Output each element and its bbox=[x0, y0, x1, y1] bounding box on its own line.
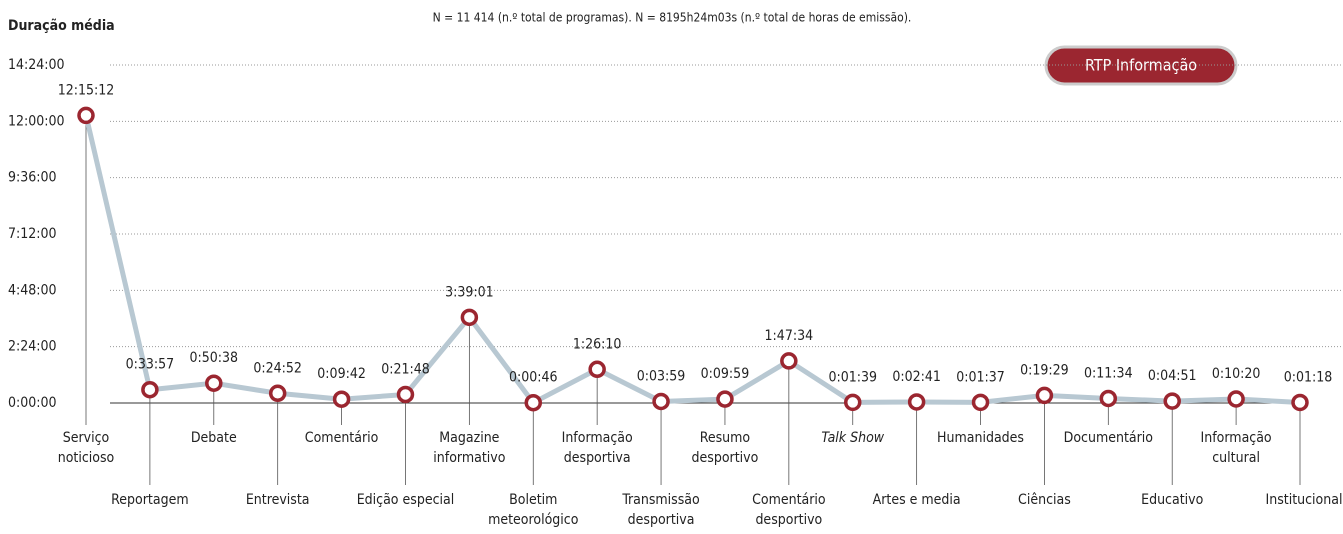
data-label: 0:19:29 bbox=[1020, 362, 1069, 378]
data-label: 0:01:18 bbox=[1284, 369, 1333, 385]
data-label: 3:39:01 bbox=[445, 284, 494, 300]
point bbox=[141, 380, 159, 399]
point bbox=[460, 308, 479, 327]
data-label: 12:15:12 bbox=[58, 82, 115, 98]
point bbox=[524, 393, 543, 412]
data-label: 0:10:20 bbox=[1212, 366, 1261, 382]
x-tick-label: Entrevista bbox=[246, 492, 310, 508]
point bbox=[588, 360, 606, 379]
x-tick-label: Documentário bbox=[1064, 430, 1154, 446]
point bbox=[77, 106, 95, 125]
point bbox=[1291, 393, 1309, 412]
x-tick-label: Magazine informativo bbox=[433, 430, 505, 466]
x-tick-label: Educativo bbox=[1141, 492, 1203, 508]
y-tick-label: 4:48:00 bbox=[8, 282, 57, 298]
x-tick-label: Informação desportiva bbox=[562, 430, 633, 466]
x-tick-label: Boletim meteorológico bbox=[488, 492, 579, 528]
series-line bbox=[83, 114, 1301, 406]
x-tick-label: Talk Show bbox=[821, 430, 884, 446]
point bbox=[780, 352, 798, 370]
x-tick-label: Informação cultural bbox=[1201, 430, 1272, 466]
data-label: 0:09:42 bbox=[317, 366, 366, 382]
point bbox=[268, 384, 287, 403]
point bbox=[1099, 389, 1118, 408]
y-tick-label: 7:12:00 bbox=[8, 226, 57, 242]
x-tick-label: Humanidades bbox=[937, 430, 1024, 446]
data-label: 0:33:57 bbox=[126, 357, 175, 373]
y-tick-label: 14:24:00 bbox=[8, 57, 65, 73]
x-tick-label: Comentário desportivo bbox=[752, 492, 826, 528]
data-label: 1:47:34 bbox=[765, 328, 814, 344]
data-label: 0:02:41 bbox=[892, 369, 941, 385]
data-label: 0:01:37 bbox=[956, 369, 1005, 385]
point bbox=[843, 393, 862, 412]
x-tick-label: Transmissão desportiva bbox=[621, 492, 700, 528]
point bbox=[1035, 386, 1054, 405]
y-tick-label: 2:24:00 bbox=[8, 339, 57, 355]
data-label: 0:04:51 bbox=[1148, 368, 1197, 384]
data-label: 0:09:59 bbox=[701, 366, 750, 382]
y-tick-label: 12:00:00 bbox=[8, 113, 65, 129]
x-tick-label: Comentário bbox=[305, 430, 379, 446]
point bbox=[907, 393, 926, 411]
point bbox=[1227, 390, 1245, 408]
data-label: 0:24:52 bbox=[253, 360, 302, 376]
point bbox=[1163, 392, 1181, 410]
point bbox=[332, 390, 351, 408]
point bbox=[205, 374, 223, 392]
x-tick-label: Institucional bbox=[1266, 492, 1343, 508]
point bbox=[716, 390, 734, 408]
data-label: 0:00:46 bbox=[509, 370, 558, 386]
data-label: 0:11:34 bbox=[1084, 365, 1133, 381]
y-tick-label: 9:36:00 bbox=[8, 170, 57, 186]
point bbox=[396, 385, 415, 404]
point bbox=[652, 392, 670, 411]
data-label: 1:26:10 bbox=[573, 336, 622, 352]
x-tick-label: Debate bbox=[191, 430, 237, 446]
x-tick-label: Ciências bbox=[1018, 492, 1071, 508]
chart-subtitle: N = 11 414 (n.º total de programas). N =… bbox=[433, 11, 912, 25]
x-tick-label: Artes e media bbox=[873, 492, 961, 508]
x-tick-label: Reportagem bbox=[111, 492, 188, 508]
chart-title: Duração média bbox=[8, 18, 115, 34]
data-label: 0:01:39 bbox=[828, 369, 877, 385]
data-label: 0:03:59 bbox=[637, 368, 686, 384]
data-label: 0:50:38 bbox=[190, 350, 239, 366]
data-label: 0:21:48 bbox=[381, 361, 430, 377]
x-tick-label: Resumo desportivo bbox=[692, 430, 759, 466]
x-tick-label: Edição especial bbox=[357, 492, 455, 508]
badge-label: RTP Informação bbox=[1085, 56, 1197, 75]
point bbox=[971, 393, 990, 412]
x-tick-label: Serviço noticioso bbox=[58, 430, 115, 466]
y-tick-label: 0:00:00 bbox=[8, 395, 57, 411]
